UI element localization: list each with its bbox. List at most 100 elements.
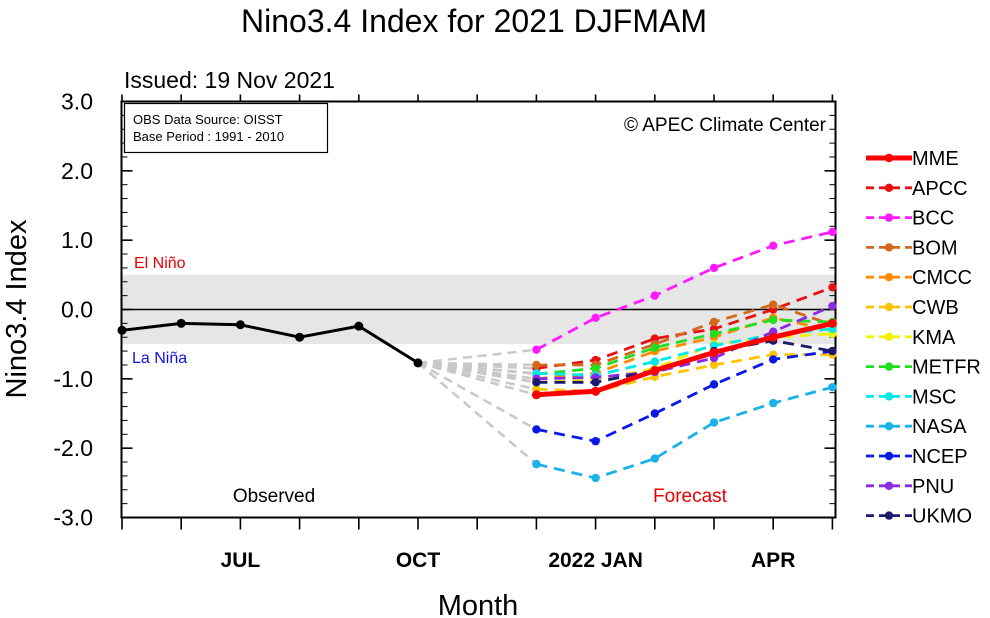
legend-item-metfr: METFR: [866, 357, 981, 379]
data-point: [650, 343, 659, 352]
chart-subtitle: Issued: 19 Nov 2021: [124, 67, 335, 93]
x-tick-labels: JUL OCT 2022 JAN APR: [221, 549, 796, 572]
data-point: [769, 355, 778, 364]
legend-item-cmcc: CMCC: [866, 267, 972, 289]
legend-marker: [884, 213, 894, 222]
y-tick-label: 1.0: [61, 227, 93, 253]
legend-item-ncep: NCEP: [866, 446, 968, 468]
axis-ticks: [121, 94, 836, 530]
legend-item-cwb: CWB: [866, 297, 959, 319]
legend-label: PNU: [912, 476, 954, 498]
data-point: [591, 378, 600, 387]
legend-label: NASA: [912, 416, 967, 438]
legend-label: UKMO: [912, 506, 972, 528]
legend-item-pnu: PNU: [866, 476, 954, 498]
y-tick-label: -1.0: [53, 366, 93, 392]
observed-point: [235, 320, 245, 330]
x-tick-label: APR: [751, 549, 795, 572]
x-axis-title: Month: [438, 590, 519, 618]
legend-marker: [884, 302, 894, 312]
data-point: [828, 301, 837, 311]
data-point: [532, 345, 541, 354]
series-line-mme: [536, 320, 833, 398]
legend-label: CWB: [912, 297, 959, 319]
legend-item-msc: MSC: [866, 386, 956, 408]
y-axis-title: Nino3.4 Index: [1, 219, 33, 398]
series-line-nasa: [536, 385, 833, 480]
observed-point: [176, 318, 186, 328]
data-point: [650, 454, 659, 463]
data-point: [532, 459, 541, 469]
forecast-label: Forecast: [653, 486, 728, 507]
observed-point: [354, 321, 364, 331]
legend-item-bcc: BCC: [866, 208, 954, 230]
legend-label: BOM: [912, 237, 958, 259]
forecast-series: [531, 227, 837, 483]
forecast-connector: [417, 348, 537, 365]
observed-point: [413, 358, 423, 368]
data-point: [591, 386, 601, 396]
y-tick-labels: 3.0 2.0 1.0 0.0 -1.0 -2.0 -3.0: [53, 89, 93, 531]
data-point: [531, 390, 541, 400]
observed-point: [295, 332, 305, 342]
legend-label: MME: [912, 148, 959, 170]
legend-label: NCEP: [912, 446, 968, 468]
data-point: [591, 473, 600, 483]
series-line-cwb: [536, 353, 833, 393]
data-point: [768, 332, 778, 342]
legend-item-ukmo: UKMO: [866, 506, 972, 528]
series-nasa: [532, 382, 837, 483]
info-box: [123, 102, 329, 154]
x-tick-label: JUL: [221, 549, 261, 572]
data-point: [591, 364, 600, 373]
legend-marker: [884, 362, 894, 371]
series-line-bcc: [535, 230, 833, 351]
series-line-bom: [536, 303, 833, 367]
observed-point: [117, 325, 127, 335]
series-line-msc: [536, 327, 833, 377]
data-point: [828, 283, 837, 292]
data-point: [709, 317, 719, 327]
data-point: [650, 366, 660, 376]
series-ncep: [532, 346, 837, 446]
la-nina-label: La Niña: [132, 350, 187, 367]
legend: MME APCC BCC BOM CMCC CWB KMA METFR MSC NASA NCEP P…: [866, 148, 981, 528]
y-tick-label: 0.0: [61, 297, 93, 323]
data-point: [650, 409, 659, 418]
y-tick-label: -3.0: [53, 505, 93, 531]
legend-label: KMA: [912, 327, 956, 349]
data-point: [769, 241, 778, 250]
legend-marker: [884, 153, 894, 163]
chart-title: Nino3.4 Index for 2021 DJFMAM: [241, 3, 707, 39]
series-line-pnu: [536, 304, 833, 381]
legend-marker: [884, 451, 894, 461]
copyright-label: © APEC Climate Center: [624, 115, 827, 136]
data-point: [769, 398, 778, 408]
data-point: [532, 425, 541, 434]
series-line-metfr: [536, 318, 833, 376]
data-point: [828, 227, 837, 237]
observed-label: Observed: [233, 486, 315, 507]
data-point: [650, 357, 659, 366]
legend-marker: [884, 273, 894, 282]
legend-item-mme: MME: [866, 148, 959, 170]
y-tick-label: -2.0: [53, 435, 93, 461]
data-point: [650, 291, 659, 300]
data-point: [709, 263, 719, 273]
legend-marker: [884, 332, 894, 341]
data-point: [709, 329, 719, 338]
el-nino-label: El Niño: [134, 255, 186, 272]
legend-item-apcc: APCC: [866, 178, 968, 200]
forecast-connector: [417, 361, 538, 466]
info-box-base-period: Base Period : 1991 - 2010: [133, 129, 284, 144]
legend-label: APCC: [912, 178, 968, 200]
data-point: [532, 360, 541, 370]
legend-label: BCC: [912, 208, 954, 230]
series-bcc: [532, 227, 837, 354]
info-box-source: OBS Data Source: OISST: [133, 112, 283, 127]
data-point: [827, 318, 837, 328]
data-point: [532, 378, 541, 387]
legend-marker: [884, 243, 894, 252]
legend-marker: [884, 481, 894, 490]
